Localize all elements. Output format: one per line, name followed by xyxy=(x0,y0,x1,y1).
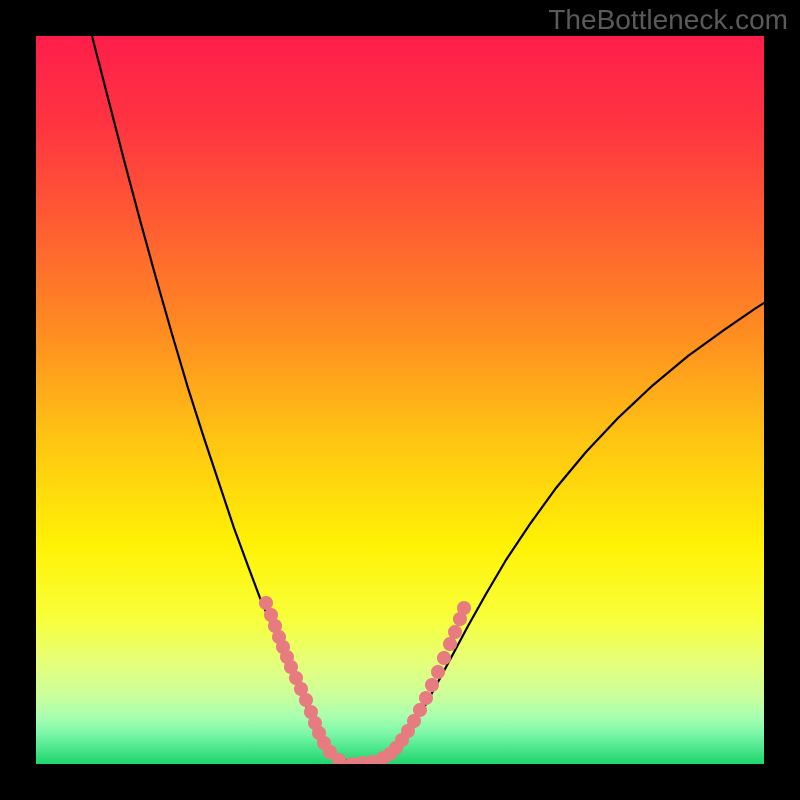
data-marker xyxy=(437,651,451,665)
data-marker xyxy=(457,601,471,615)
bottleneck-curve xyxy=(92,36,764,764)
data-marker xyxy=(413,703,427,717)
chart-svg xyxy=(36,36,764,764)
watermark-text: TheBottleneck.com xyxy=(548,4,788,36)
data-marker xyxy=(431,665,445,679)
data-marker xyxy=(448,625,462,639)
data-marker xyxy=(419,691,433,705)
plot-area xyxy=(36,36,764,764)
data-marker xyxy=(345,757,359,764)
data-marker xyxy=(259,596,273,610)
data-marker xyxy=(443,637,457,651)
figure-root: TheBottleneck.com xyxy=(0,0,800,800)
data-marker xyxy=(425,678,439,692)
data-marker xyxy=(299,693,313,707)
